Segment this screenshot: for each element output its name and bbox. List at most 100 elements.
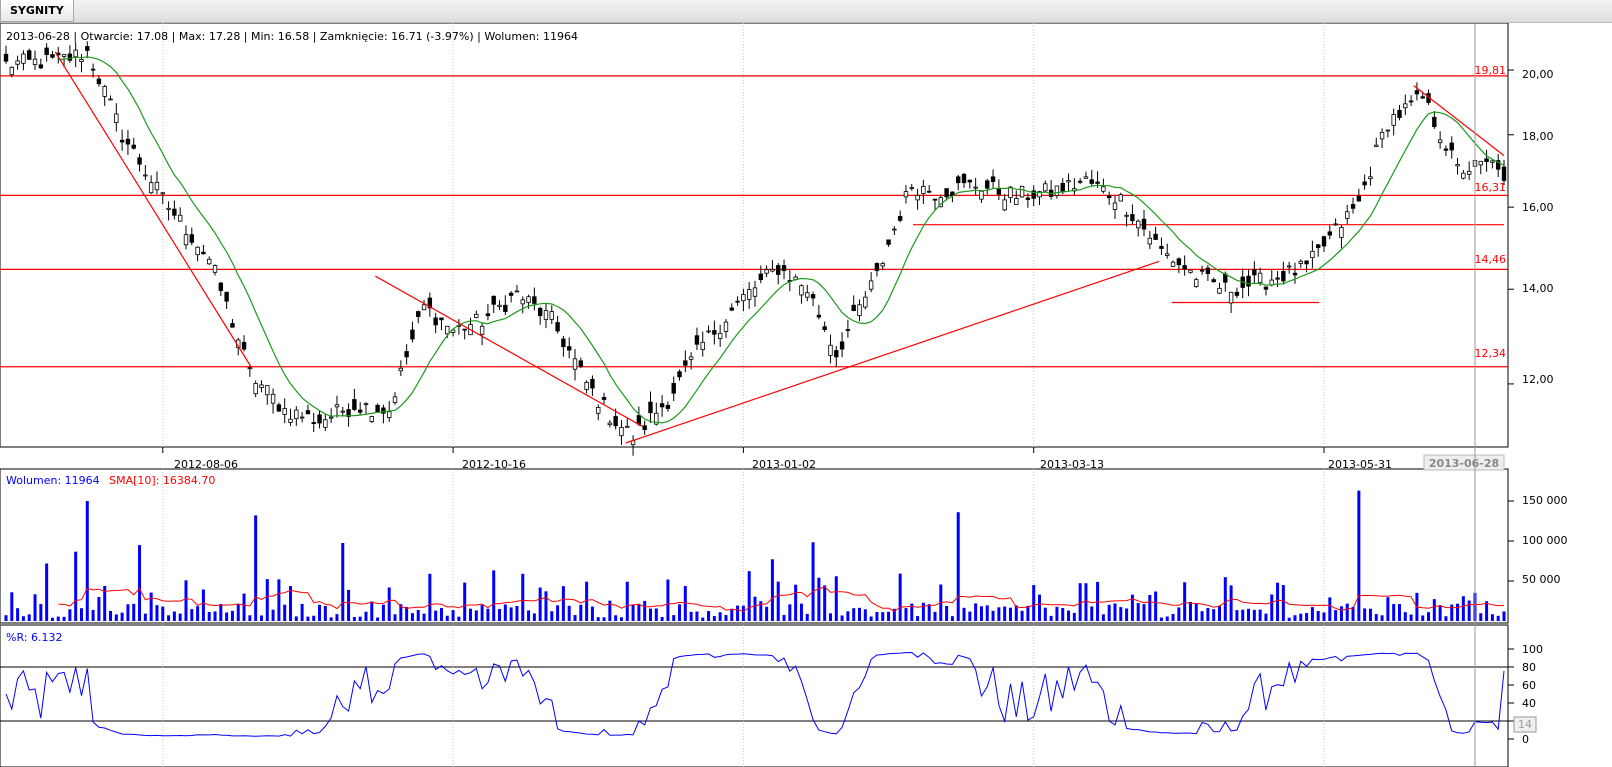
volume-bar [730,608,734,621]
candle-body [1083,176,1089,179]
volume-bar [358,616,362,621]
volume-bar [85,501,89,621]
candle-body [189,234,194,243]
candle-body [253,383,258,395]
candle-body [1217,287,1222,294]
candle-body [1002,199,1007,211]
tab-symbol[interactable]: SYGNITY [0,0,74,22]
volume-bar [283,604,287,621]
candle-body [874,263,880,272]
volume-bar [515,605,519,621]
volume-bar [1136,603,1140,621]
candle-body [834,350,839,358]
y-tick-label: 40 [1522,697,1536,710]
candle-body [1234,291,1240,296]
period-box[interactable] [1513,716,1537,733]
volume-bar [132,603,136,621]
candle-body [1414,90,1420,95]
candle-body [810,294,816,299]
volume-bar [1119,607,1123,621]
volume-bar [1403,612,1407,621]
candle-body [700,341,705,350]
volume-bar [486,608,490,621]
chart-area[interactable]: 19,81 16,31 14,46 12,34 2013-06-28 | Otw… [0,23,1612,767]
volume-bar [428,573,432,621]
candle-body [143,174,148,177]
candle-body [1101,186,1106,192]
candle-body [776,265,781,275]
volume-bar [1299,613,1303,621]
williams-y-axis: 100 80 60 40 20 0 14 [1513,643,1543,746]
volume-bar [468,608,472,621]
volume-bar [120,612,124,621]
candle-body [1408,100,1414,103]
candle-body [381,407,386,414]
volume-bar [335,614,339,621]
candle-body [805,292,810,298]
candle-body [1495,160,1501,170]
y-tick-label: 60 [1522,679,1536,692]
candle-body [282,408,287,415]
candle-body [131,144,136,149]
candle-body [526,296,531,303]
volume-bar [457,616,461,621]
volume-bar [1386,597,1390,621]
candle-body [839,341,845,350]
volume-bar [1020,610,1024,621]
candle-body [1321,236,1327,247]
volume-bar [445,615,449,621]
candle-body [741,294,746,302]
candle-body [1037,191,1042,198]
level-label: 16,31 [1475,181,1507,194]
price-header: 2013-06-28 | Otwarcie: 17.08 | Max: 17.2… [6,30,578,43]
trend-line [54,51,253,370]
volume-bar [33,594,37,621]
volume-bar [56,616,60,621]
candle-body [148,182,154,194]
volume-bar [579,604,583,621]
volume-bar [21,616,25,621]
candle-body [985,180,990,189]
volume-bar [219,603,223,621]
y-tick-label: 18,00 [1522,130,1554,143]
candle-body [1298,260,1303,264]
volume-bar [1032,585,1036,621]
candle-body [503,304,508,312]
trend-lines [54,51,1505,444]
candle-body [1019,185,1025,198]
volume-bar [97,597,101,621]
candle-body [671,383,676,394]
volume-bar [312,615,316,621]
volume-bar [68,609,72,621]
candle-body [1112,202,1118,210]
candle-body [915,194,920,201]
candle-body [967,179,973,183]
volume-bar [707,611,711,621]
volume-bar [405,606,409,621]
price-gridlines [162,23,1514,453]
candle-body [897,216,903,221]
panel-frame [0,624,1509,767]
candle-body [61,54,67,57]
candle-body [462,328,467,331]
volume-bar [143,613,147,621]
candle-body [1043,183,1048,192]
volume-bar [1049,615,1053,621]
williams-r-path [5,651,1505,737]
volume-bar [527,610,531,621]
volume-bar [985,605,989,621]
price-y-axis: 20,00 18,00 16,00 14,00 12,00 [1522,68,1554,386]
volume-bar [376,617,380,621]
candle-body [21,53,26,64]
candle-body [1153,233,1158,240]
candle-body [561,338,566,348]
candle-body [497,304,502,307]
candle-body [886,239,891,245]
x-tick-label: 2012-10-16 [462,458,526,471]
candle-body [1025,197,1031,200]
volume-bar [439,607,443,621]
volume-bar [1334,610,1338,621]
cursor-date-label: 2013-06-28 [1429,457,1499,470]
candle-body [177,214,183,222]
candle-body [572,358,578,370]
